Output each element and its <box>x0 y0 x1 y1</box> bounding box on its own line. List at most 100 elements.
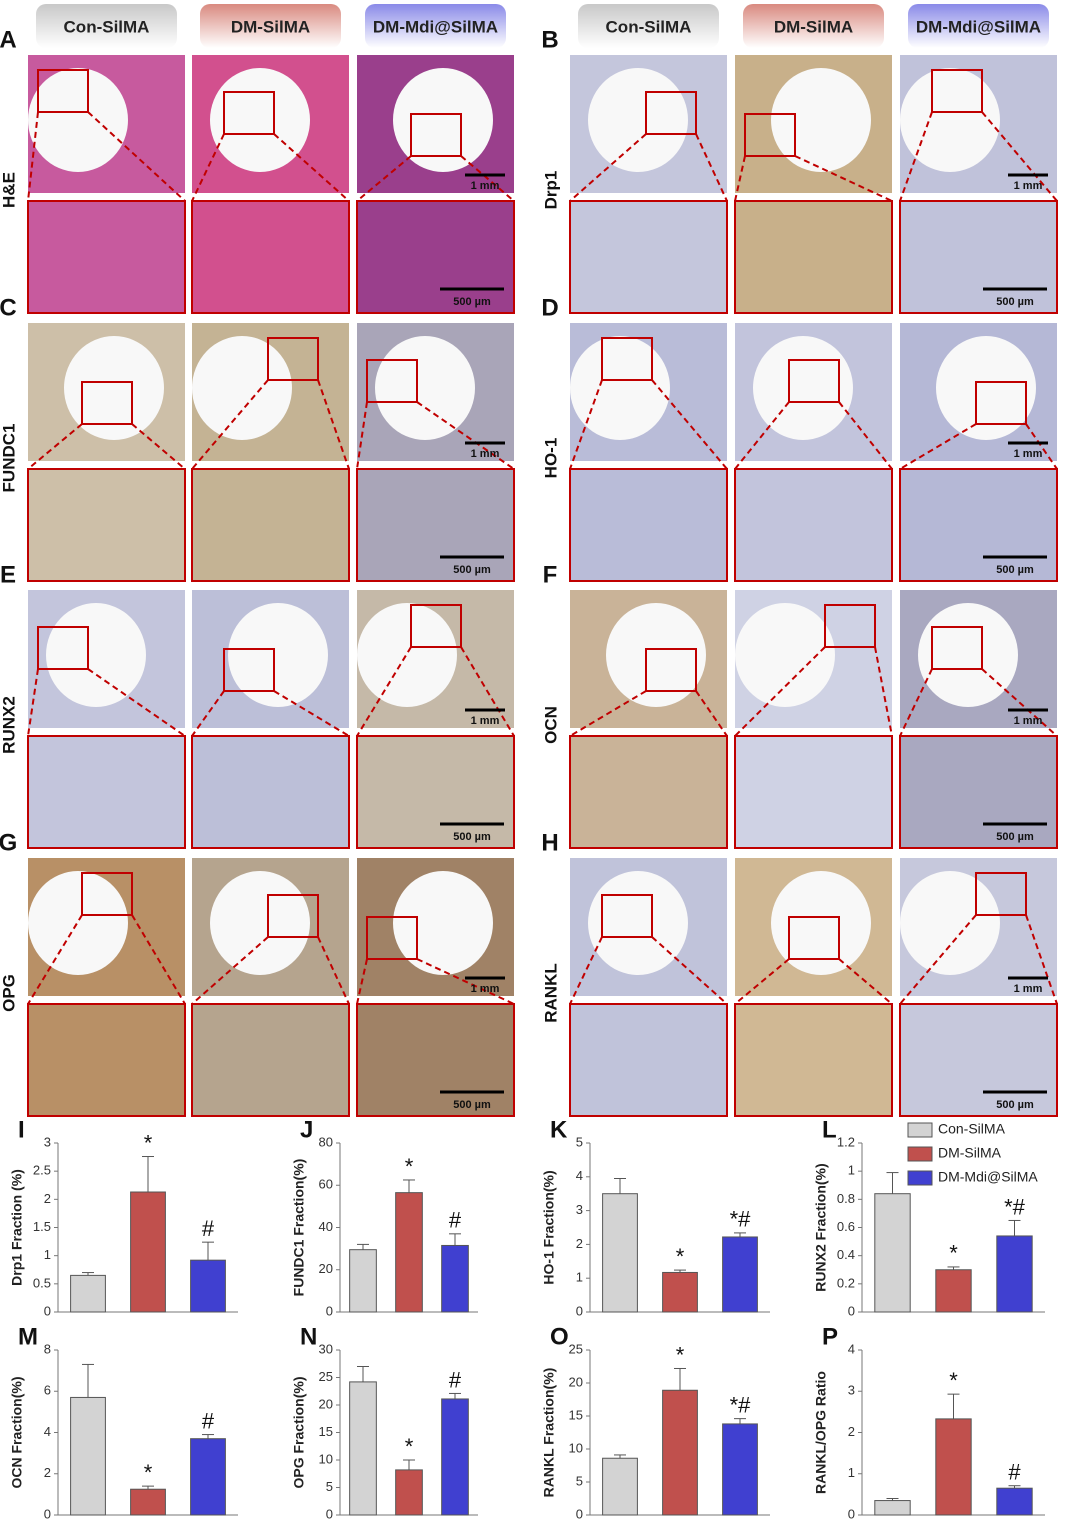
defect-hole <box>192 336 292 440</box>
chart-letter: J <box>300 1116 313 1143</box>
scale-label: 500 µm <box>996 831 1034 843</box>
y-tick-label: 30 <box>319 1341 333 1356</box>
detail-image <box>734 735 893 849</box>
zoom-line <box>27 423 83 470</box>
group-header: DM-SilMA <box>231 17 310 36</box>
significance-label: *# <box>1004 1194 1026 1219</box>
y-axis-label: RANKL Fraction(%) <box>541 1368 557 1498</box>
y-tick-label: 2 <box>44 1191 51 1206</box>
panel-letter: A <box>0 26 17 53</box>
y-axis-label: OPG Fraction(%) <box>291 1376 307 1488</box>
y-axis-label: HO-1 Fraction(%) <box>541 1170 557 1284</box>
legend-label: DM-Mdi@SilMA <box>938 1169 1038 1185</box>
zoom-line <box>651 936 728 1005</box>
chart-letter: K <box>550 1116 568 1143</box>
y-tick-label: 0.5 <box>33 1275 51 1290</box>
y-tick-label: 15 <box>319 1424 333 1439</box>
bar <box>602 1193 638 1313</box>
bar <box>130 1191 166 1313</box>
y-axis-label: FUNDC1 Fraction(%) <box>291 1159 307 1297</box>
bar <box>874 1193 911 1313</box>
detail-image <box>569 200 728 314</box>
y-tick-label: 3 <box>848 1383 855 1398</box>
y-tick-label: 20 <box>319 1396 333 1411</box>
detail-image <box>27 200 186 314</box>
y-tick-label: 0 <box>326 1303 333 1318</box>
scale-label: 1 mm <box>1014 180 1043 192</box>
zoom-box <box>601 337 653 381</box>
zoom-line <box>191 133 225 202</box>
zoom-box <box>645 648 697 692</box>
zoom-box <box>788 916 840 960</box>
zoom-box <box>366 359 418 403</box>
detail-image <box>191 200 350 314</box>
zoom-line <box>356 646 412 737</box>
detail-image <box>191 735 350 849</box>
bar <box>70 1274 106 1313</box>
stain-label: OCN <box>541 706 560 744</box>
y-tick-label: 1 <box>848 1465 855 1480</box>
chart-letter: N <box>300 1323 317 1350</box>
significance-label: * <box>144 1130 153 1155</box>
defect-hole <box>936 336 1036 440</box>
defect-hole <box>46 603 146 707</box>
y-tick-label: 6 <box>44 1383 51 1398</box>
detail-image <box>569 1003 728 1117</box>
y-tick-label: 0 <box>44 1506 51 1521</box>
detail-image <box>27 735 186 849</box>
zoom-line <box>131 914 186 1005</box>
legend-swatch <box>907 1170 933 1186</box>
defect-hole <box>570 336 670 440</box>
y-tick-label: 10 <box>569 1440 583 1455</box>
zoom-line <box>1025 914 1058 1005</box>
bar <box>441 1244 469 1313</box>
bar <box>935 1269 972 1313</box>
y-tick-label: 1 <box>576 1270 583 1285</box>
y-tick-label: 5 <box>576 1473 583 1488</box>
y-axis-label: OCN Fraction(%) <box>9 1377 25 1489</box>
y-tick-label: 0.2 <box>837 1275 855 1290</box>
significance-label: *# <box>730 1392 752 1417</box>
zoom-line <box>131 423 186 470</box>
y-tick-label: 15 <box>569 1407 583 1422</box>
panel-letter: G <box>0 829 17 856</box>
stain-label: Drp1 <box>541 171 560 210</box>
chart-letter: O <box>550 1323 569 1350</box>
zoom-box <box>223 648 275 692</box>
zoom-box <box>81 872 133 916</box>
panel-letter: C <box>0 294 17 321</box>
group-header-bg <box>743 4 884 48</box>
zoom-box <box>645 91 697 135</box>
group-header-bg <box>200 4 341 48</box>
stain-label: RUNX2 <box>0 696 18 754</box>
zoom-box <box>267 894 319 938</box>
y-tick-label: 0 <box>576 1303 583 1318</box>
stain-label: H&E <box>0 172 18 208</box>
defect-hole <box>588 68 688 172</box>
group-header: Con-SilMA <box>64 17 150 36</box>
bar <box>395 1469 423 1516</box>
y-tick-label: 1.5 <box>33 1219 51 1234</box>
zoom-line <box>569 133 647 202</box>
group-header-bg <box>578 4 719 48</box>
defect-hole <box>210 871 310 975</box>
y-axis-label: RANKL/OPG Ratio <box>813 1371 829 1494</box>
bar <box>722 1236 758 1313</box>
legend-label: DM-SilMA <box>938 1145 1002 1161</box>
defect-hole <box>753 336 853 440</box>
y-tick-label: 25 <box>319 1369 333 1384</box>
y-tick-label: 20 <box>319 1261 333 1276</box>
zoom-line <box>27 668 39 737</box>
bar <box>441 1398 469 1516</box>
bar <box>662 1271 698 1313</box>
zoom-line <box>356 155 412 202</box>
y-tick-label: 10 <box>319 1451 333 1466</box>
detail-image <box>356 200 515 314</box>
scale-label: 1 mm <box>471 448 500 460</box>
defect-hole <box>918 603 1018 707</box>
y-tick-label: 3 <box>44 1134 51 1149</box>
detail-image <box>27 1003 186 1117</box>
significance-label: # <box>202 1216 215 1241</box>
zoom-line <box>838 958 893 1005</box>
defect-hole <box>357 603 457 707</box>
